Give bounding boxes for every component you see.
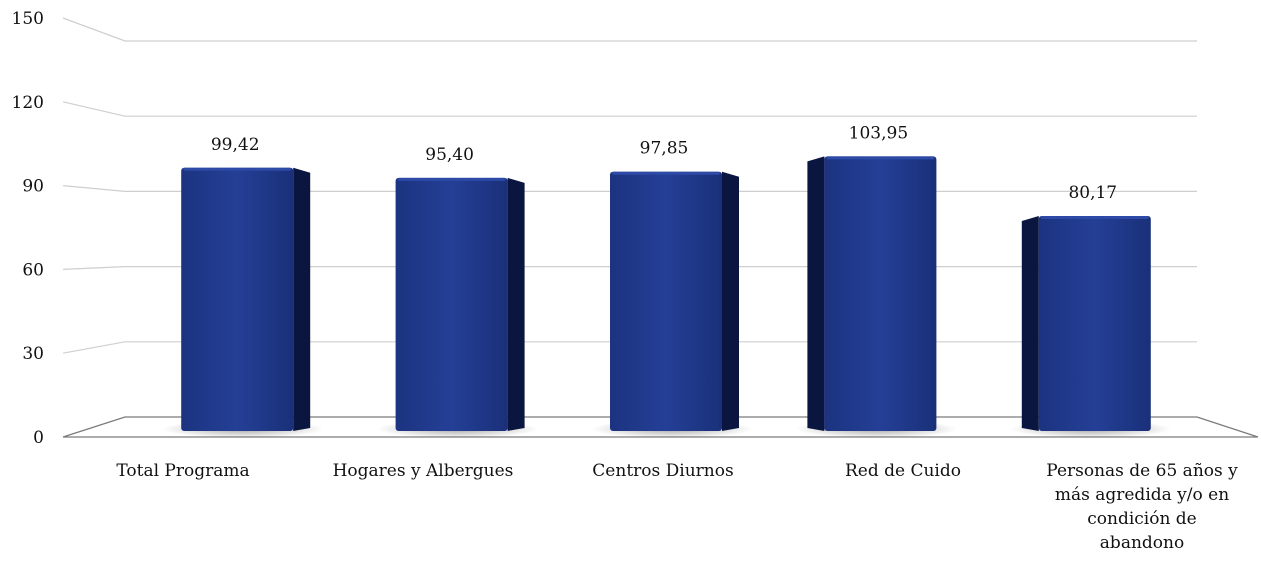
x-tick-label-line: Total Programa [116,461,249,481]
y-tick-label: 0 [33,428,44,448]
data-label: 99,42 [211,135,260,155]
x-tick-label-line: abandono [1100,533,1184,553]
x-tick-label-line: Red de Cuido [845,461,961,481]
labels: 99,42 Total Programa 95,40 Hogares y Alberg… [116,123,1238,553]
bar [610,171,722,432]
bar-top [183,167,292,171]
bar-top [1040,216,1149,220]
bar [1038,216,1151,431]
x-tick-label-line: Personas de 65 años y [1046,461,1238,481]
data-label: 80,17 [1068,183,1117,203]
data-label: 95,40 [425,145,474,165]
bar-side-face [293,167,311,431]
bar [824,156,937,431]
x-tick-label-line: condición de [1087,509,1197,529]
data-label: 103,95 [849,123,908,143]
bar-side-face [722,171,739,432]
gridline [62,17,1197,42]
y-tick-label: 150 [12,9,44,29]
bar-side-face [807,156,825,431]
bars [162,156,1172,438]
x-tick-label: Hogares y Albergues [333,461,514,481]
y-tick-label: 90 [22,177,44,197]
x-tick-label-line: Hogares y Albergues [333,461,514,481]
x-tick-label: Red de Cuido [845,461,961,481]
bar-top [612,171,720,175]
bar [181,167,294,431]
bar-top [826,156,935,160]
x-tick-label: Total Programa [116,461,249,481]
x-tick-label: Personas de 65 años y más agredida y/o en… [1046,461,1238,553]
data-label: 97,85 [640,139,689,159]
bar-side-face [507,177,525,431]
bar-top [397,177,506,181]
x-tick-label: Centros Diurnos [592,461,733,481]
y-tick-label: 30 [22,344,44,364]
x-tick-label-line: más agredida y/o en [1055,485,1229,505]
bar-side-face [1021,216,1039,431]
bar [395,177,508,431]
x-tick-label-line: Centros Diurnos [592,461,733,481]
y-tick-label: 120 [12,93,44,113]
gridline [62,101,1197,117]
y-tick-label: 60 [22,260,44,280]
